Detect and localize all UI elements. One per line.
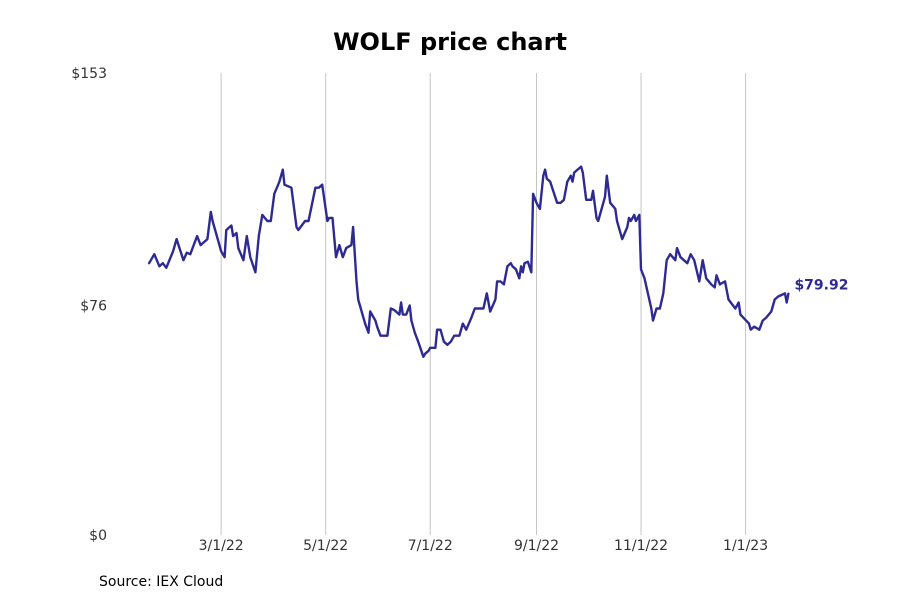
x-tick-label: 11/1/22 <box>614 538 668 554</box>
y-axis-ticks: $0 $76 $153 <box>71 66 107 544</box>
y-tick-label: $76 <box>80 299 107 315</box>
x-tick-label: 9/1/22 <box>514 538 559 554</box>
chart-title: WOLF price chart <box>333 28 567 56</box>
price-line <box>147 165 790 358</box>
source-note: Source: IEX Cloud <box>99 574 224 590</box>
x-tick-label: 5/1/22 <box>303 538 348 554</box>
y-tick-label: $0 <box>89 528 107 544</box>
last-price-label: $79.92 <box>794 278 848 294</box>
price-series <box>147 165 790 358</box>
grid-lines <box>220 73 747 535</box>
x-axis-ticks: 3/1/22 5/1/22 7/1/22 9/1/22 11/1/22 1/1/23 <box>199 538 769 554</box>
y-tick-label: $153 <box>71 66 107 82</box>
x-tick-label: 7/1/22 <box>408 538 453 554</box>
last-price-annotation: $79.92 <box>794 278 848 294</box>
x-tick-label: 3/1/22 <box>199 538 244 554</box>
x-tick-label: 1/1/23 <box>723 538 768 554</box>
